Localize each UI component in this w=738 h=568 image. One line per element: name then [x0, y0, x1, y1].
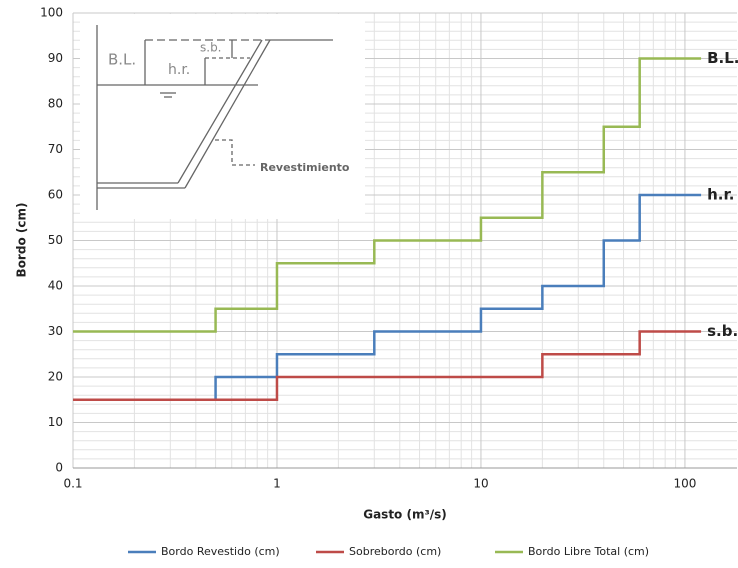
- y-tick-label: 50: [48, 233, 63, 247]
- y-tick-label: 80: [48, 97, 63, 111]
- end-label: h.r.: [707, 186, 734, 204]
- end-label: B.L.: [707, 49, 738, 67]
- series-line: [73, 195, 701, 400]
- x-axis-label: Gasto (m³/s): [363, 508, 447, 522]
- y-axis-label: Bordo (cm): [15, 203, 29, 278]
- chart: B.L. h.r. s.b. Revestimiento h.r.s.b.B.L…: [0, 0, 738, 568]
- y-tick-label: 90: [48, 51, 63, 65]
- y-tick-label: 70: [48, 142, 63, 156]
- y-tick-label: 10: [48, 415, 63, 429]
- inset-label: B.L.: [108, 51, 136, 69]
- y-tick-label: 30: [48, 324, 63, 338]
- y-tick-label: 0: [55, 461, 63, 475]
- y-tick-label: 40: [48, 279, 63, 293]
- end-label: s.b.: [707, 322, 738, 340]
- inset-label: s.b.: [200, 41, 222, 55]
- series-line: [73, 332, 701, 400]
- inset-label: h.r.: [168, 62, 190, 78]
- legend-label: Bordo Revestido (cm): [161, 545, 280, 558]
- x-tick-label: 100: [673, 477, 696, 491]
- page: {"chart_data":{"type":"line","x_label":"…: [0, 0, 738, 568]
- x-tick-label: 0.1: [63, 477, 82, 491]
- y-tick-label: 20: [48, 370, 63, 384]
- y-tick-label: 60: [48, 188, 63, 202]
- inset-label: Revestimiento: [260, 161, 350, 174]
- x-tick-label: 1: [273, 477, 281, 491]
- x-tick-label: 10: [473, 477, 488, 491]
- y-tick-label: 100: [40, 6, 63, 20]
- legend-label: Sobrebordo (cm): [349, 545, 441, 558]
- legend-label: Bordo Libre Total (cm): [528, 545, 649, 558]
- inset-diagram: B.L. h.r. s.b. Revestimiento: [80, 14, 365, 219]
